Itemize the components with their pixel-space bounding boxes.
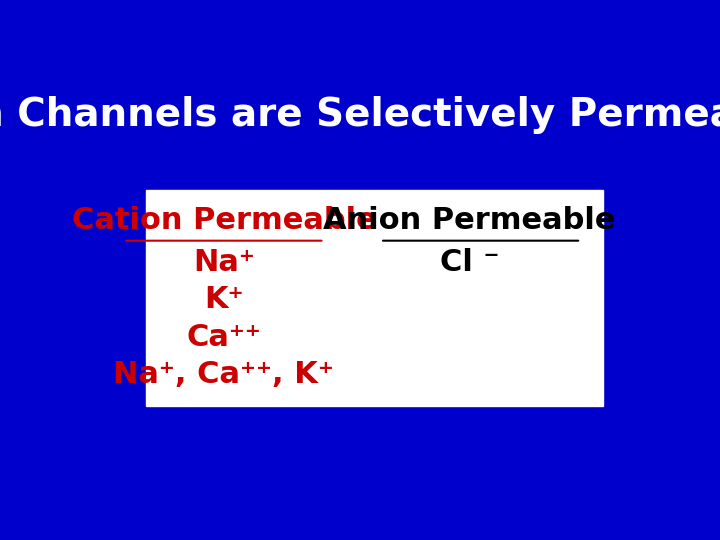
Text: Anion Permeable: Anion Permeable: [323, 206, 616, 235]
Text: K⁺: K⁺: [204, 285, 244, 314]
Text: Cation Permeable: Cation Permeable: [71, 206, 377, 235]
Text: Na⁺, Ca⁺⁺, K⁺: Na⁺, Ca⁺⁺, K⁺: [114, 360, 334, 389]
FancyBboxPatch shape: [145, 190, 603, 406]
Text: Ca⁺⁺: Ca⁺⁺: [186, 322, 261, 352]
Text: Ion Channels are Selectively Permeable: Ion Channels are Selectively Permeable: [0, 96, 720, 134]
Text: Cl ⁻: Cl ⁻: [440, 248, 499, 277]
Text: Na⁺: Na⁺: [193, 248, 255, 277]
